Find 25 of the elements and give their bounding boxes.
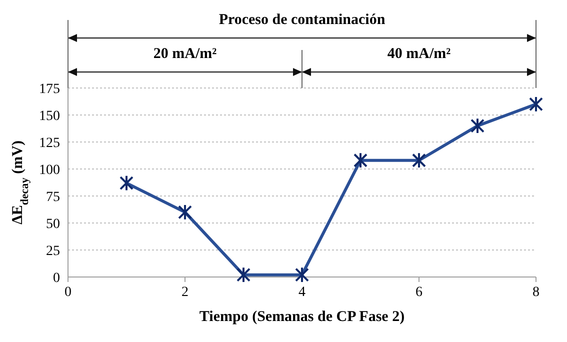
text: Proceso de contaminación [218,12,386,28]
x-tick-label: 0 [64,285,72,300]
y-tick-label: 175 [39,82,60,97]
x-tick-label: 8 [532,285,540,300]
text: 40 mA/m² [387,46,452,62]
point [412,152,426,169]
x-tick-label: 2 [182,285,188,300]
y-tick-label: 125 [39,136,60,151]
y-tick-label: 50 [46,217,60,232]
x-axis-title: Tiempo (Semanas de CP Fase 2) [199,309,405,325]
x-tick-label: 4 [298,285,306,300]
point [354,152,368,169]
y-tick-label: 0 [53,271,60,286]
point [178,204,192,220]
point [236,266,250,284]
y-tick-label: 150 [39,109,60,124]
text: 20 mA/m² [153,46,218,62]
y-tick-label: 25 [46,244,60,259]
y-tick-label: 100 [39,163,60,178]
point [470,118,484,134]
point [295,266,309,284]
x-tick-label: 6 [416,285,422,300]
y-tick-label: 75 [46,190,60,205]
point [529,96,543,112]
point [120,174,134,192]
